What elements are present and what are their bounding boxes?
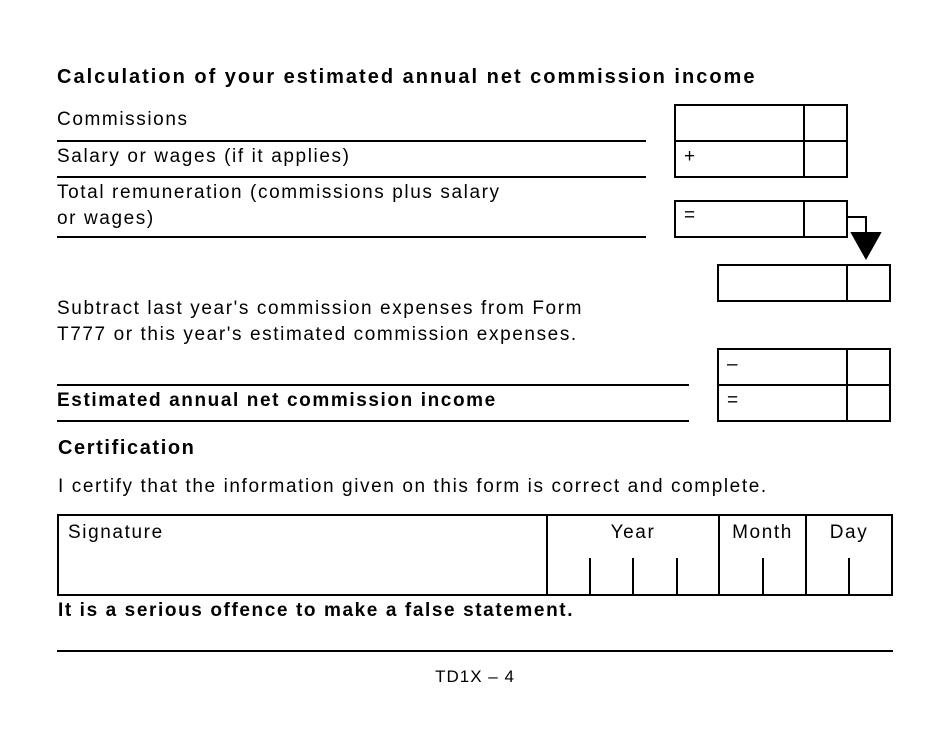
arrow-head bbox=[850, 232, 882, 261]
row-label: Subtract last year's commission expenses… bbox=[57, 298, 584, 345]
row-label: Estimated annual net commission income bbox=[57, 390, 497, 411]
amount-box[interactable] bbox=[674, 200, 848, 238]
section-title: Certification bbox=[58, 437, 196, 459]
field-label: Day bbox=[829, 522, 869, 543]
field-label: Month bbox=[732, 522, 793, 543]
operator: = bbox=[684, 205, 697, 226]
arrow bbox=[847, 216, 867, 236]
field-label: Year bbox=[610, 522, 656, 543]
row-label: Total remuneration (commissions plus sal… bbox=[57, 182, 501, 229]
signature-table bbox=[57, 514, 893, 596]
warning: It is a serious offence to make a false … bbox=[58, 600, 575, 621]
field-label: Signature bbox=[68, 522, 164, 543]
amount-box[interactable] bbox=[717, 264, 891, 302]
operator: + bbox=[684, 146, 697, 167]
statement: I certify that the information given on … bbox=[58, 476, 768, 497]
row-label: Commissions bbox=[57, 109, 189, 130]
operator: = bbox=[727, 390, 740, 411]
page-number: TD1X – 4 bbox=[435, 667, 515, 686]
row-label: Salary or wages (if it applies) bbox=[57, 146, 351, 167]
section-title: Calculation of your estimated annual net… bbox=[57, 66, 757, 88]
operator: – bbox=[727, 354, 740, 375]
